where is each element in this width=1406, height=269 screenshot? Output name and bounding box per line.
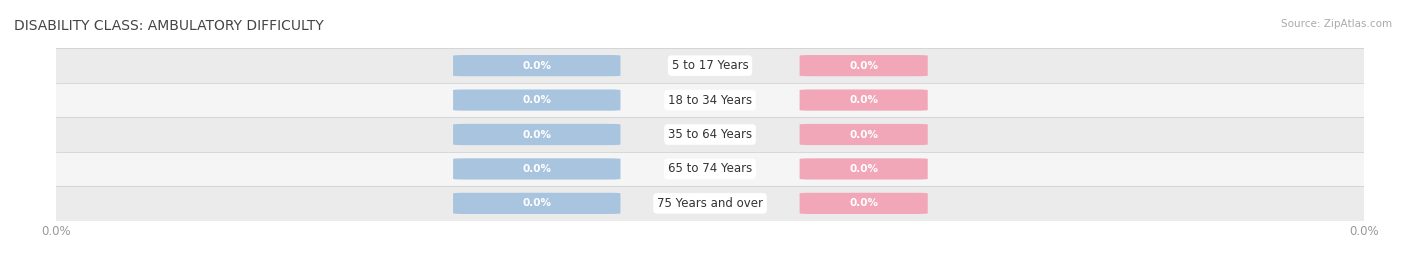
Text: 0.0%: 0.0%: [522, 61, 551, 71]
FancyBboxPatch shape: [800, 193, 928, 214]
Text: 0.0%: 0.0%: [849, 198, 879, 208]
FancyBboxPatch shape: [800, 55, 928, 76]
Bar: [56, 152, 1364, 186]
Text: 5 to 17 Years: 5 to 17 Years: [672, 59, 748, 72]
FancyBboxPatch shape: [453, 124, 620, 145]
Bar: [56, 117, 1364, 152]
Bar: [56, 186, 1364, 221]
Text: 0.0%: 0.0%: [849, 95, 879, 105]
Text: 0.0%: 0.0%: [849, 129, 879, 140]
Text: 0.0%: 0.0%: [849, 164, 879, 174]
Text: Source: ZipAtlas.com: Source: ZipAtlas.com: [1281, 19, 1392, 29]
FancyBboxPatch shape: [453, 158, 620, 179]
FancyBboxPatch shape: [453, 193, 620, 214]
Text: 0.0%: 0.0%: [522, 164, 551, 174]
Text: 0.0%: 0.0%: [849, 61, 879, 71]
Bar: [56, 83, 1364, 117]
Text: 75 Years and over: 75 Years and over: [657, 197, 763, 210]
Text: 18 to 34 Years: 18 to 34 Years: [668, 94, 752, 107]
Bar: [56, 48, 1364, 83]
Text: 0.0%: 0.0%: [522, 129, 551, 140]
FancyBboxPatch shape: [800, 90, 928, 111]
FancyBboxPatch shape: [800, 124, 928, 145]
Text: DISABILITY CLASS: AMBULATORY DIFFICULTY: DISABILITY CLASS: AMBULATORY DIFFICULTY: [14, 19, 323, 33]
FancyBboxPatch shape: [800, 158, 928, 179]
Text: 0.0%: 0.0%: [522, 198, 551, 208]
Text: 35 to 64 Years: 35 to 64 Years: [668, 128, 752, 141]
FancyBboxPatch shape: [453, 90, 620, 111]
Text: 65 to 74 Years: 65 to 74 Years: [668, 162, 752, 175]
Text: 0.0%: 0.0%: [522, 95, 551, 105]
FancyBboxPatch shape: [453, 55, 620, 76]
